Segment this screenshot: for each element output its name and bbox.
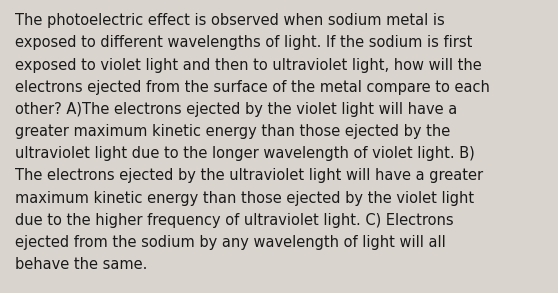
Text: electrons ejected from the surface of the metal compare to each: electrons ejected from the surface of th… (15, 80, 490, 95)
Text: other? A)The electrons ejected by the violet light will have a: other? A)The electrons ejected by the vi… (15, 102, 458, 117)
Text: exposed to different wavelengths of light. If the sodium is first: exposed to different wavelengths of ligh… (15, 35, 473, 50)
Text: ejected from the sodium by any wavelength of light will all: ejected from the sodium by any wavelengt… (15, 235, 446, 250)
Text: exposed to violet light and then to ultraviolet light, how will the: exposed to violet light and then to ultr… (15, 57, 482, 73)
Text: The photoelectric effect is observed when sodium metal is: The photoelectric effect is observed whe… (15, 13, 445, 28)
Text: behave the same.: behave the same. (15, 257, 147, 272)
Text: greater maximum kinetic energy than those ejected by the: greater maximum kinetic energy than thos… (15, 124, 450, 139)
Text: The electrons ejected by the ultraviolet light will have a greater: The electrons ejected by the ultraviolet… (15, 168, 483, 183)
Text: maximum kinetic energy than those ejected by the violet light: maximum kinetic energy than those ejecte… (15, 190, 474, 205)
Text: due to the higher frequency of ultraviolet light. C) Electrons: due to the higher frequency of ultraviol… (15, 213, 454, 228)
Text: ultraviolet light due to the longer wavelength of violet light. B): ultraviolet light due to the longer wave… (15, 146, 475, 161)
